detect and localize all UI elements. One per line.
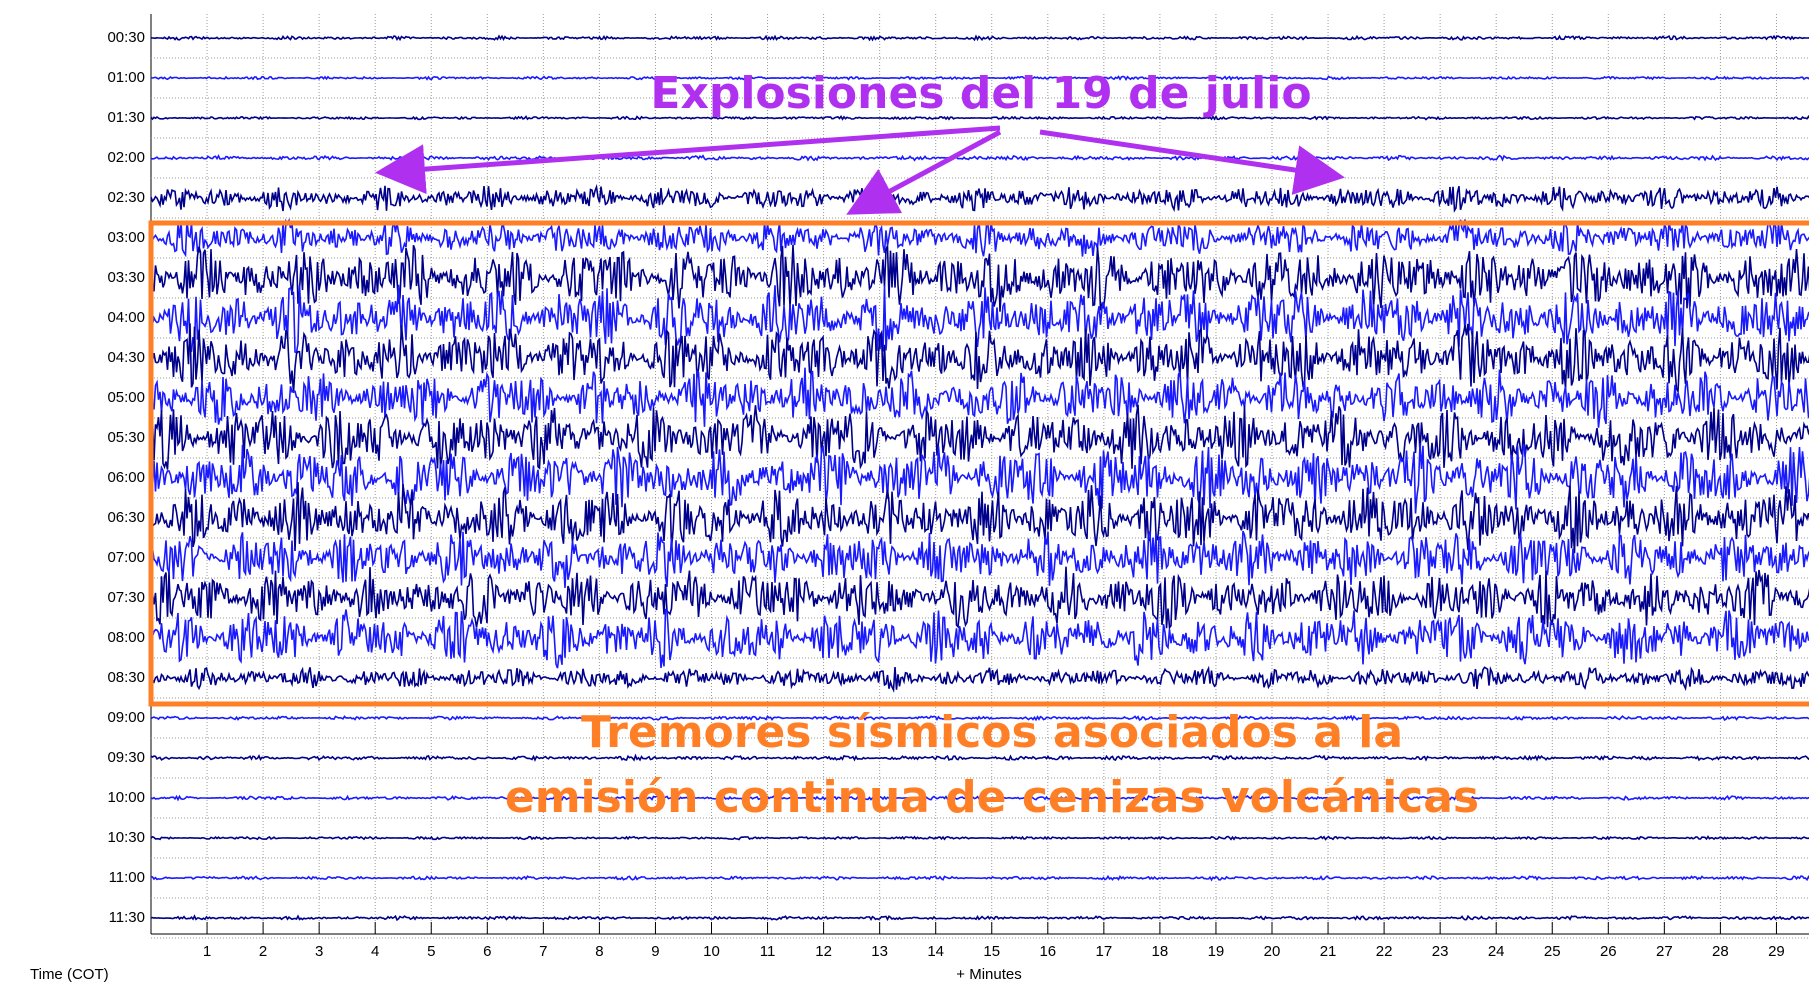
x-tick-label: 7 — [539, 943, 547, 960]
x-axis-label: + Minutes — [956, 966, 1021, 983]
y-tick-label: 10:00 — [107, 789, 145, 806]
trace — [150, 714, 1809, 722]
annotation: emisión continua de cenizas volcánicas — [505, 772, 1479, 823]
trace — [150, 665, 1809, 693]
annotation: Explosiones del 19 de julio — [650, 68, 1311, 119]
x-tick-label: 25 — [1544, 943, 1561, 960]
trace — [150, 874, 1809, 882]
y-tick-label: 03:30 — [107, 269, 145, 286]
y-tick-label: 11:00 — [109, 869, 145, 886]
x-tick-label: 29 — [1768, 943, 1785, 960]
trace — [150, 154, 1809, 162]
x-tick-label: 28 — [1712, 943, 1729, 960]
x-tick-label: 16 — [1039, 943, 1056, 960]
x-tick-label: 11 — [760, 943, 776, 960]
y-tick-label: 04:30 — [107, 349, 145, 366]
trace — [150, 530, 1809, 588]
trace — [150, 566, 1809, 630]
trace — [150, 75, 1809, 82]
y-tick-label: 02:00 — [107, 149, 145, 166]
x-tick-label: 9 — [651, 943, 659, 960]
y-tick-label: 06:30 — [107, 509, 145, 526]
x-tick-label: 18 — [1152, 943, 1169, 960]
y-tick-label: 02:30 — [107, 189, 145, 206]
trace — [150, 753, 1809, 762]
trace — [150, 443, 1809, 514]
x-tick-label: 6 — [483, 943, 491, 960]
annotation: Tremores sísmicos asociados a la — [581, 707, 1403, 758]
x-tick-label: 1 — [203, 943, 211, 960]
x-tick-label: 19 — [1208, 943, 1225, 960]
trace — [150, 794, 1809, 802]
x-tick-label: 15 — [983, 943, 1000, 960]
y-tick-label: 03:00 — [107, 229, 145, 246]
y-tick-label: 08:00 — [107, 629, 145, 646]
y-tick-label: 07:30 — [107, 589, 145, 606]
x-tick-label: 12 — [815, 943, 832, 960]
trace — [150, 608, 1809, 669]
trace — [150, 835, 1809, 841]
x-tick-label: 23 — [1432, 943, 1449, 960]
arrows — [375, 125, 1345, 215]
trace — [150, 34, 1809, 42]
x-tick-label: 27 — [1656, 943, 1673, 960]
trace — [150, 404, 1809, 470]
y-tick-label: 04:00 — [107, 309, 145, 326]
arrow — [375, 125, 1001, 195]
y-tick-label: 05:30 — [107, 429, 145, 446]
trace — [150, 115, 1809, 121]
highlight-box — [148, 220, 1809, 707]
x-tick-label: 13 — [871, 943, 888, 960]
y-tick-label: 11:30 — [109, 909, 145, 926]
arrow — [846, 129, 1002, 215]
x-tick-label: 24 — [1488, 943, 1505, 960]
y-tick-label: 09:30 — [107, 749, 145, 766]
y-tick-label: 05:00 — [107, 389, 145, 406]
trace — [150, 284, 1809, 354]
x-tick-label: 17 — [1096, 943, 1113, 960]
x-tick-label: 14 — [927, 943, 944, 960]
y-tick-label: 06:00 — [107, 469, 145, 486]
y-tick-label: 09:00 — [107, 709, 145, 726]
x-tick-label: 5 — [427, 943, 435, 960]
arrow — [1039, 129, 1345, 195]
x-tick-label: 2 — [259, 943, 267, 960]
trace — [150, 323, 1809, 395]
x-tick-label: 26 — [1600, 943, 1617, 960]
x-tick-label: 3 — [315, 943, 323, 960]
y-tick-label: 08:30 — [107, 669, 145, 686]
y-tick-label: 00:30 — [107, 29, 145, 46]
y-tick-label: 01:30 — [107, 109, 145, 126]
traces — [150, 34, 1809, 922]
y-axis-label: Time (COT) — [30, 966, 109, 983]
trace — [150, 367, 1809, 428]
x-tick-label: 4 — [371, 943, 379, 960]
trace — [150, 244, 1809, 312]
x-tick-label: 20 — [1264, 943, 1281, 960]
x-tick-label: 10 — [703, 943, 720, 960]
x-tick-label: 22 — [1376, 943, 1393, 960]
x-tick-label: 21 — [1320, 943, 1337, 960]
x-tick-label: 8 — [595, 943, 603, 960]
trace — [150, 183, 1809, 213]
y-tick-label: 01:00 — [107, 69, 145, 86]
trace — [150, 914, 1809, 922]
trace — [150, 482, 1809, 554]
y-tick-label: 07:00 — [107, 549, 145, 566]
y-tick-label: 10:30 — [107, 829, 145, 846]
